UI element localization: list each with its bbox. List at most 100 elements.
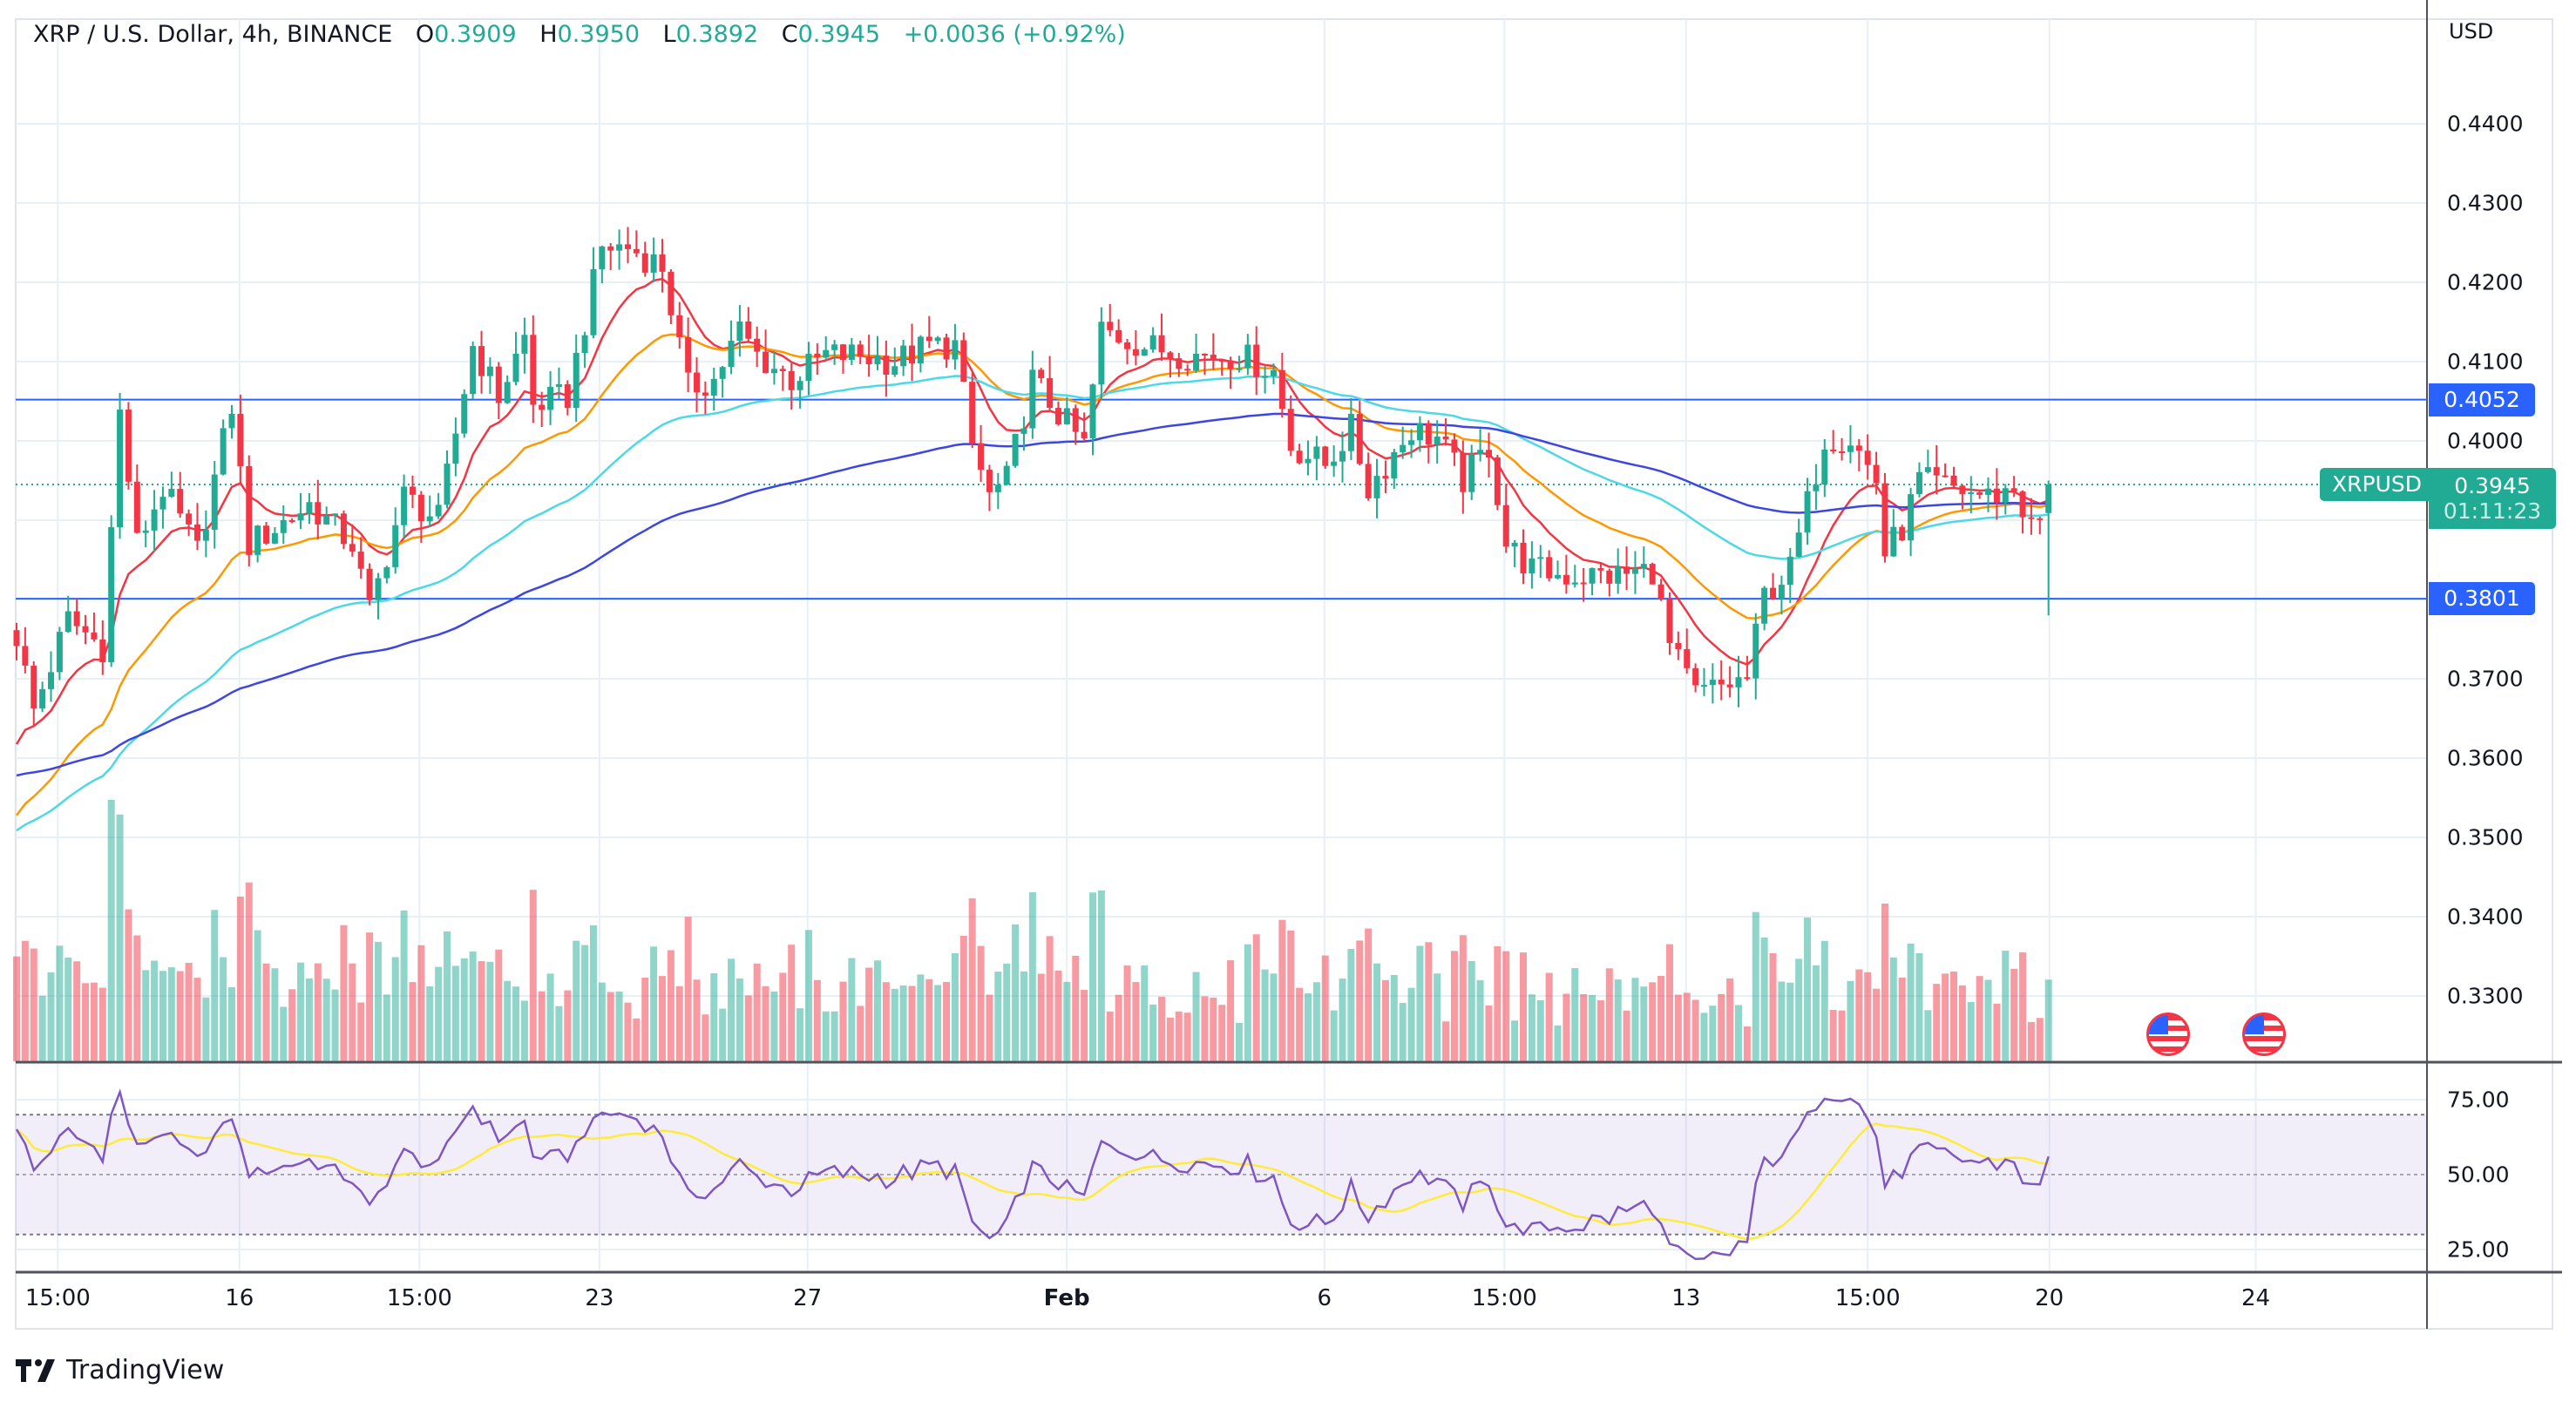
- volume-bar: [1700, 1013, 1708, 1061]
- candle-body: [547, 387, 554, 410]
- time-tick-label: 15:00: [386, 1285, 452, 1311]
- candle-body: [2037, 518, 2044, 520]
- volume-bar: [1468, 960, 1475, 1061]
- volume-bar: [1141, 965, 1149, 1061]
- candle-body: [1770, 587, 1777, 599]
- candle-body: [1236, 368, 1243, 370]
- candle-body: [340, 513, 347, 545]
- currency-label[interactable]: USD: [2449, 19, 2494, 44]
- symbol-title[interactable]: XRP / U.S. Dollar, 4h, BINANCE: [33, 21, 393, 48]
- volume-bar: [1407, 987, 1415, 1061]
- candle-body: [409, 486, 416, 495]
- volume-bar: [220, 957, 227, 1061]
- volume-bar: [1339, 979, 1346, 1061]
- volume-bar: [899, 985, 907, 1061]
- volume-bar: [1003, 963, 1011, 1061]
- candle-body: [986, 470, 993, 492]
- tradingview-logo[interactable]: TradingView: [16, 1355, 224, 1385]
- volume-bar: [1786, 982, 1794, 1061]
- candle-body: [1356, 413, 1363, 464]
- us-flag-icon[interactable]: [2146, 1013, 2190, 1056]
- candle-body: [1081, 431, 1088, 438]
- candle-body: [1752, 623, 1759, 679]
- volume-bar: [968, 897, 976, 1061]
- volume-bar: [1657, 976, 1665, 1061]
- candle-body: [1451, 439, 1458, 453]
- candle-body: [2028, 517, 2035, 519]
- candle-body: [719, 367, 726, 379]
- volume-bar: [38, 995, 46, 1061]
- volume-bar: [1270, 973, 1278, 1061]
- volume-bar: [675, 985, 683, 1061]
- candle-body: [1890, 526, 1897, 557]
- volume-bar: [1012, 924, 1020, 1061]
- candle-body: [452, 433, 459, 464]
- volume-bar: [73, 961, 81, 1061]
- candle-body: [1830, 449, 1837, 452]
- volume-bar: [1123, 965, 1131, 1061]
- candle-body: [909, 345, 916, 364]
- candle-body: [1218, 359, 1225, 362]
- volume-bar: [262, 963, 270, 1061]
- candle-body: [1270, 369, 1277, 376]
- us-flag-icon[interactable]: [2242, 1013, 2286, 1056]
- candle-body: [1227, 360, 1234, 369]
- rsi-line: [15, 1088, 2050, 1261]
- volume-bar: [1718, 993, 1725, 1061]
- candle-body: [1520, 542, 1527, 574]
- volume-bar: [1984, 979, 1992, 1061]
- candle-body: [1262, 376, 1269, 378]
- volume-bar: [934, 985, 942, 1061]
- candle-body: [151, 509, 158, 531]
- candle-body: [271, 532, 278, 544]
- volume-bar: [417, 945, 425, 1061]
- horizontal-line-label-lower[interactable]: 0.3801: [2429, 582, 2535, 616]
- time-tick-label: 13: [1671, 1285, 1701, 1311]
- volume-bar: [202, 997, 210, 1061]
- volume-bar: [82, 983, 90, 1061]
- candle-body: [306, 502, 313, 514]
- volume-bar: [2027, 1021, 2035, 1061]
- volume-bar: [589, 925, 597, 1061]
- volume-bar: [882, 982, 890, 1061]
- candle-body: [891, 366, 898, 375]
- candle-body: [1502, 505, 1509, 547]
- candle-body: [779, 369, 786, 371]
- volume-bar: [90, 982, 98, 1061]
- time-tick-label: 24: [2241, 1285, 2271, 1311]
- horizontal-line-label-upper[interactable]: 0.4052: [2429, 383, 2535, 417]
- candle-body: [461, 394, 468, 434]
- volume-bar: [1106, 1011, 1114, 1061]
- candle-body: [435, 505, 442, 517]
- volume-bar: [891, 988, 898, 1061]
- candle-body: [857, 344, 864, 357]
- volume-bar: [659, 976, 666, 1061]
- volume-bar: [2010, 968, 2018, 1061]
- volume-bar: [615, 991, 623, 1061]
- volume-bar: [1847, 980, 1854, 1061]
- volume-bar: [1046, 936, 1054, 1061]
- volume-bar: [1227, 960, 1235, 1061]
- candle-body: [1038, 369, 1045, 379]
- candle-body: [1003, 465, 1010, 485]
- volume-bar: [1907, 943, 1915, 1061]
- volume-bar: [520, 1000, 528, 1061]
- candle-body: [1546, 557, 1553, 579]
- candle-body: [357, 551, 364, 569]
- current-price-tag: 0.3945 01:11:23: [2429, 468, 2556, 530]
- candle-body: [1468, 454, 1475, 492]
- volume-bar: [874, 960, 881, 1061]
- candle-body: [1494, 457, 1501, 505]
- candle-body: [1847, 445, 1854, 452]
- price-tick-label: 0.3600: [2447, 745, 2524, 771]
- volume-bar: [1442, 1021, 1450, 1061]
- volume-bar: [1381, 979, 1389, 1061]
- volume-bar: [98, 987, 106, 1061]
- candle-body: [1141, 349, 1148, 356]
- volume-bar: [744, 995, 752, 1061]
- volume-bar: [1993, 1003, 2001, 1061]
- candle-body: [332, 513, 339, 516]
- volume-bar: [1631, 978, 1639, 1061]
- candle-body: [1020, 428, 1027, 434]
